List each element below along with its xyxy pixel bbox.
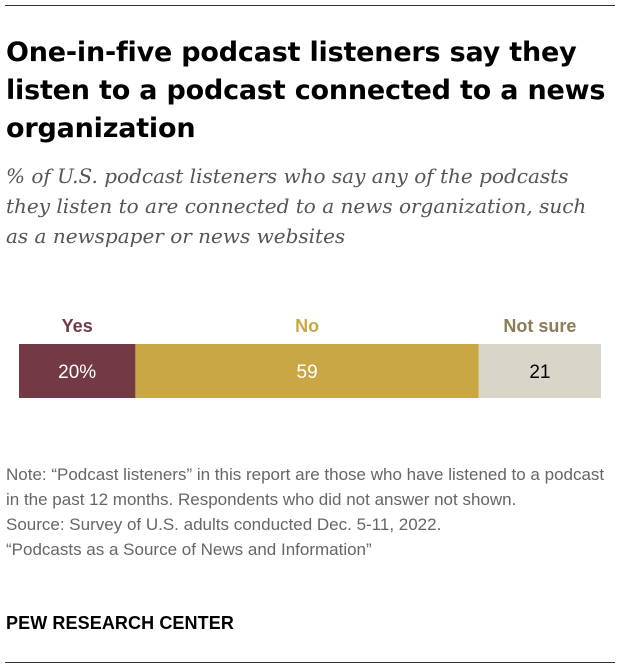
value-label-not-sure: 21 — [529, 362, 550, 383]
chart-notes: Note: “Podcast listeners” in this report… — [6, 462, 606, 562]
category-label-not-sure: Not sure — [503, 316, 576, 336]
stacked-bar-chart: Yes 20% No 59 Not sure 21 — [19, 312, 601, 402]
category-label-no: No — [295, 316, 319, 336]
pew-research-center-logo-text: PEW RESEARCH CENTER — [6, 613, 234, 633]
chart-title: One-in-five podcast listeners say they l… — [6, 37, 606, 144]
bar-segment-yes — [19, 344, 136, 398]
note-text: Note: “Podcast listeners” in this report… — [6, 465, 605, 509]
bottom-rule — [5, 662, 615, 663]
value-label-no: 59 — [297, 362, 318, 383]
category-label-yes: Yes — [62, 316, 93, 336]
source-text: Source: Survey of U.S. adults conducted … — [6, 515, 442, 534]
chart-svg: Yes 20% No 59 Not sure 21 — [19, 316, 601, 398]
top-rule — [5, 5, 615, 6]
bar-segment-not-sure — [478, 344, 601, 398]
chart-subtitle: % of U.S. podcast listeners who say any … — [6, 164, 587, 248]
report-title-text: “Podcasts as a Source of News and Inform… — [6, 540, 372, 559]
bar-segment-no — [135, 344, 479, 398]
value-label-yes: 20% — [58, 362, 96, 383]
